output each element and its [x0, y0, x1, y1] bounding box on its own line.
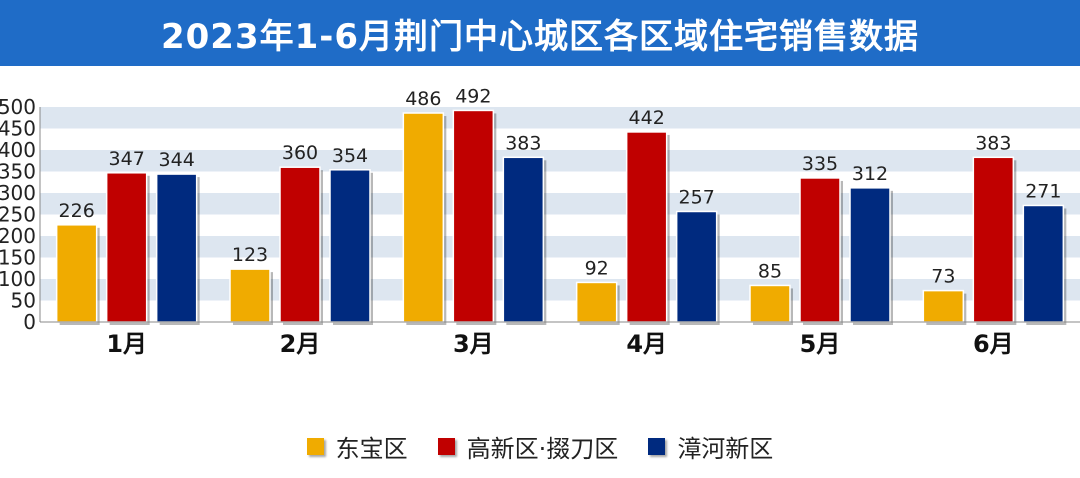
legend-swatch-gaoxin-duodao [437, 437, 455, 455]
bar [402, 112, 445, 323]
data-label: 492 [455, 85, 491, 107]
legend-swatch-zhanghe [648, 437, 666, 455]
bar [849, 187, 891, 323]
y-tick-label: 350 [0, 160, 36, 184]
y-tick-label: 400 [0, 138, 36, 162]
bar [155, 173, 198, 323]
bar [922, 289, 965, 323]
data-label: 360 [282, 142, 318, 164]
data-label: 271 [1025, 180, 1061, 202]
data-label: 354 [332, 145, 368, 167]
legend-label-gaoxin-duodao: 高新区·掇刀区 [466, 434, 619, 463]
data-label: 486 [405, 88, 441, 110]
bar [575, 281, 618, 323]
y-tick-label: 100 [0, 267, 36, 291]
bar [329, 169, 371, 323]
data-label: 442 [629, 107, 665, 129]
bar [1022, 204, 1065, 323]
category-label: 1月 [106, 330, 147, 358]
data-label: 383 [975, 132, 1011, 154]
data-label: 226 [59, 200, 95, 222]
legend-item-dongbao: 东宝区 [306, 429, 408, 464]
category-label: 5月 [800, 330, 841, 358]
data-label: 312 [852, 163, 888, 185]
data-label: 85 [758, 260, 782, 282]
y-tick-label: 150 [0, 246, 36, 270]
bar [502, 156, 545, 323]
bar [452, 109, 495, 323]
chart-title: 2023年1-6月荆门中心城区各区域住宅销售数据 [160, 16, 920, 57]
y-tick-label: 250 [0, 203, 36, 227]
bar [105, 172, 148, 323]
y-tick-label: 200 [0, 224, 36, 248]
category-label: 3月 [453, 330, 494, 358]
y-tick-label: 500 [0, 95, 36, 119]
bar [229, 268, 271, 323]
data-label: 383 [505, 132, 541, 154]
data-label: 257 [679, 186, 715, 208]
legend-item-gaoxin-duodao: 高新区·掇刀区 [437, 429, 619, 464]
data-label: 344 [159, 149, 195, 171]
bar [972, 156, 1015, 323]
grid-band [40, 150, 1080, 172]
y-tick-label: 450 [0, 117, 36, 141]
bar [799, 177, 841, 323]
data-label: 123 [232, 244, 268, 266]
bar [625, 131, 668, 323]
bar [749, 284, 791, 323]
category-label: 6月 [973, 330, 1014, 358]
legend: 东宝区 高新区·掇刀区 漳河新区 [0, 426, 1080, 466]
y-tick-label: 0 [23, 310, 36, 334]
y-tick-label: 300 [0, 181, 36, 205]
data-label: 92 [585, 257, 609, 279]
bar [675, 210, 718, 323]
bar [279, 166, 321, 323]
legend-label-dongbao: 东宝区 [335, 434, 408, 463]
data-label: 347 [109, 148, 145, 170]
legend-label-zhanghe: 漳河新区 [677, 434, 774, 463]
y-tick-label: 50 [11, 289, 36, 313]
legend-item-zhanghe: 漳河新区 [648, 429, 773, 464]
title-bar: 2023年1-6月荆门中心城区各区域住宅销售数据 [0, 0, 1080, 66]
data-label: 73 [931, 266, 955, 288]
category-label: 2月 [280, 330, 321, 358]
bar [55, 224, 98, 323]
data-label: 335 [802, 153, 838, 175]
grid-band [40, 107, 1080, 129]
legend-swatch-dongbao [306, 437, 324, 455]
category-label: 4月 [626, 330, 667, 358]
